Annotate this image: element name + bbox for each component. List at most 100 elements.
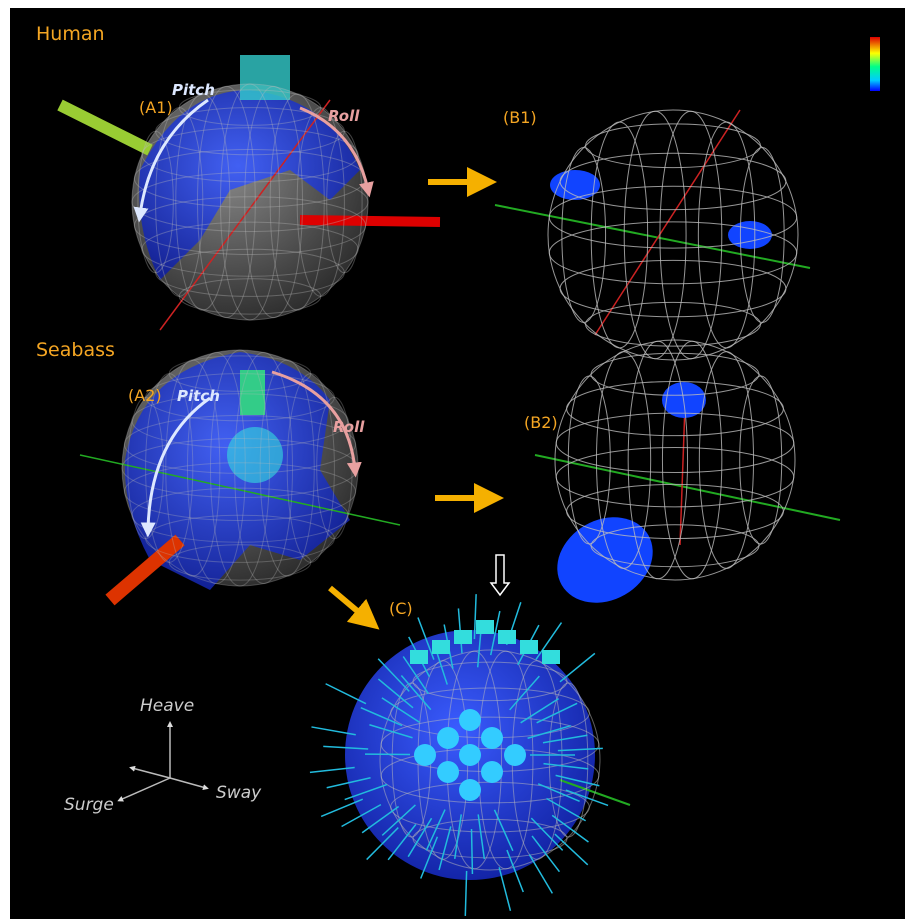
- wire-latitude: [590, 352, 760, 396]
- spheres: [57, 55, 841, 880]
- bar-red: [105, 534, 185, 606]
- wire-latitude: [566, 380, 784, 437]
- wire-latitude: [155, 107, 345, 156]
- spike: [361, 805, 400, 834]
- spike: [360, 707, 403, 727]
- spike: [565, 789, 609, 807]
- spike: [464, 870, 468, 916]
- group-title: Human: [36, 23, 105, 45]
- panel-label: (C): [389, 599, 413, 618]
- spike: [477, 814, 486, 860]
- spike: [509, 675, 540, 711]
- wire-latitude: [141, 221, 359, 277]
- wire-longitude: [590, 121, 649, 349]
- wire-latitude: [548, 185, 798, 249]
- spike: [366, 827, 399, 861]
- spike: [551, 814, 589, 843]
- axis-label: Heave: [140, 696, 194, 716]
- wire-longitude: [145, 373, 194, 563]
- wire-latitude: [168, 355, 312, 392]
- cell: [437, 761, 459, 783]
- cell: [437, 727, 459, 749]
- wire-latitude: [133, 196, 367, 256]
- heat-patch: [139, 90, 360, 280]
- roll-label: Roll: [333, 418, 365, 436]
- cell: [481, 761, 503, 783]
- wire-longitude: [326, 130, 363, 274]
- spike: [543, 762, 589, 770]
- wire-longitude: [567, 375, 611, 545]
- spike: [402, 656, 430, 695]
- cell: [498, 630, 516, 644]
- roll-label: Roll: [328, 107, 360, 125]
- wire-longitude: [595, 351, 652, 569]
- spike: [377, 658, 410, 692]
- wire-outline: [547, 109, 799, 361]
- spike: [381, 804, 416, 836]
- cell: [520, 640, 538, 654]
- axis-label: Sway: [216, 783, 262, 803]
- spike: [323, 745, 369, 750]
- wire-latitude: [131, 172, 369, 232]
- wire-latitude: [559, 259, 787, 318]
- bar-red: [299, 215, 441, 227]
- spike: [341, 803, 382, 828]
- cell: [410, 650, 428, 664]
- wire-longitude: [739, 147, 785, 323]
- wire-longitude: [623, 110, 687, 360]
- wire-latitude: [585, 123, 761, 169]
- wire-longitude: [186, 351, 246, 585]
- spike: [528, 854, 554, 894]
- panel-label: (A2): [128, 386, 162, 405]
- pitch-label: Pitch: [177, 387, 220, 405]
- spike: [381, 697, 421, 723]
- wire-longitude: [155, 107, 204, 297]
- wire-latitude: [123, 462, 357, 522]
- wire-longitude: [698, 351, 755, 569]
- wire-longitude: [627, 340, 689, 580]
- cell: [481, 727, 503, 749]
- wire-latitude: [178, 278, 322, 315]
- wire-longitude: [697, 121, 756, 349]
- spike: [531, 835, 561, 873]
- panel-label: (B1): [503, 108, 537, 127]
- wire-latitude: [412, 661, 568, 702]
- spike: [546, 797, 587, 822]
- wire-longitude: [127, 396, 164, 540]
- wire-latitude: [559, 152, 787, 211]
- cell: [459, 779, 481, 801]
- wire-longitude: [269, 93, 325, 311]
- wire-latitude: [555, 446, 795, 508]
- spike: [344, 783, 388, 801]
- wire-latitude: [145, 373, 335, 422]
- wire-latitude: [590, 524, 760, 568]
- wire-longitude: [548, 682, 589, 838]
- spike: [387, 823, 417, 861]
- cell: [432, 640, 450, 654]
- spike: [536, 702, 578, 724]
- wire-outline: [131, 83, 369, 321]
- axis-triad: [117, 721, 209, 802]
- spike: [438, 826, 452, 871]
- cell: [414, 744, 436, 766]
- c-cells: [309, 594, 609, 916]
- wire-longitude: [739, 375, 783, 545]
- pitch-label: Pitch: [172, 81, 215, 99]
- spike: [417, 617, 435, 660]
- bars: [240, 55, 290, 100]
- wire-latitude: [555, 412, 795, 474]
- wire-latitude: [145, 514, 335, 563]
- spike: [557, 747, 603, 752]
- wire-outline: [379, 649, 601, 871]
- group-title: Seabass: [36, 339, 115, 361]
- wire-longitude: [446, 650, 503, 870]
- wire-latitude: [168, 544, 312, 581]
- spike: [535, 622, 563, 660]
- spike: [309, 766, 355, 774]
- wire-longitude: [286, 373, 335, 563]
- wire-longitude: [561, 147, 607, 323]
- spike: [559, 652, 596, 683]
- spike: [369, 724, 413, 739]
- wire-longitude: [137, 130, 174, 274]
- wire-latitude: [131, 487, 349, 543]
